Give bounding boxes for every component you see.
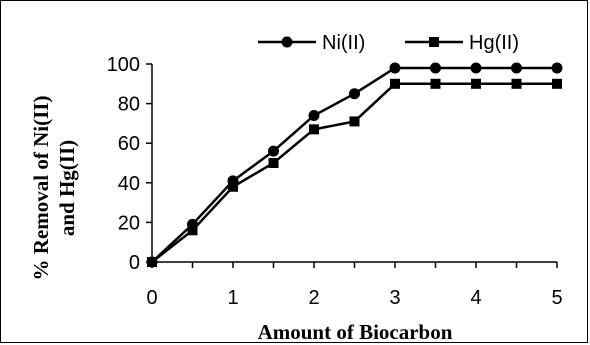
- data-point-niii: [430, 62, 441, 74]
- y-tick-label: 80: [118, 94, 140, 116]
- data-point-niii: [349, 88, 360, 100]
- data-point-hgii: [430, 78, 441, 89]
- legend-label-hg: Hg(II): [469, 32, 519, 54]
- x-tick-label: 5: [551, 287, 562, 309]
- data-point-niii: [511, 62, 522, 74]
- data-point-hgii: [268, 158, 279, 168]
- x-tick-label: 1: [227, 287, 238, 309]
- data-point-niii: [308, 109, 320, 121]
- y-axis-title-line1: % Removal of Ni(II): [29, 96, 53, 281]
- y-tick-label: 40: [118, 173, 140, 195]
- axes: 0 20 40 60 80 100 0 1 2 3 4 5: [107, 54, 563, 309]
- data-point-hgii: [349, 116, 360, 127]
- data-point-hgii: [187, 225, 198, 236]
- data-point-hgii: [309, 124, 319, 135]
- legend-marker-ni: [281, 36, 293, 48]
- legend: Ni(II) Hg(II): [258, 32, 519, 54]
- data-point-hgii: [511, 78, 522, 89]
- legend-label-ni: Ni(II): [322, 32, 365, 54]
- data-point-hgii: [228, 181, 238, 192]
- x-tick-label: 0: [146, 287, 157, 309]
- data-point-niii: [470, 62, 482, 74]
- data-point-hgii: [147, 257, 157, 267]
- y-tick-label: 60: [118, 133, 140, 155]
- x-axis-title: Amount of Biocarbon: [258, 320, 453, 344]
- series-layer: [146, 62, 563, 268]
- y-tick-label: 20: [118, 212, 140, 234]
- legend-marker-hg: [429, 37, 439, 47]
- y-axis-title-line2: and Hg(II): [55, 140, 79, 236]
- y-tick-label: 100: [107, 54, 140, 76]
- y-axis-title: % Removal of Ni(II) and Hg(II): [29, 96, 79, 281]
- x-tick-label: 2: [308, 287, 319, 309]
- x-tick-label: 3: [389, 287, 400, 309]
- x-tick-label: 4: [470, 287, 481, 309]
- series-line-hgii: [151, 82, 557, 263]
- data-point-niii: [551, 62, 563, 74]
- data-point-hgii: [552, 78, 562, 89]
- y-tick-label: 0: [129, 252, 140, 274]
- data-point-hgii: [471, 78, 481, 89]
- data-point-niii: [389, 62, 401, 74]
- data-point-niii: [268, 145, 279, 157]
- data-point-hgii: [390, 78, 400, 89]
